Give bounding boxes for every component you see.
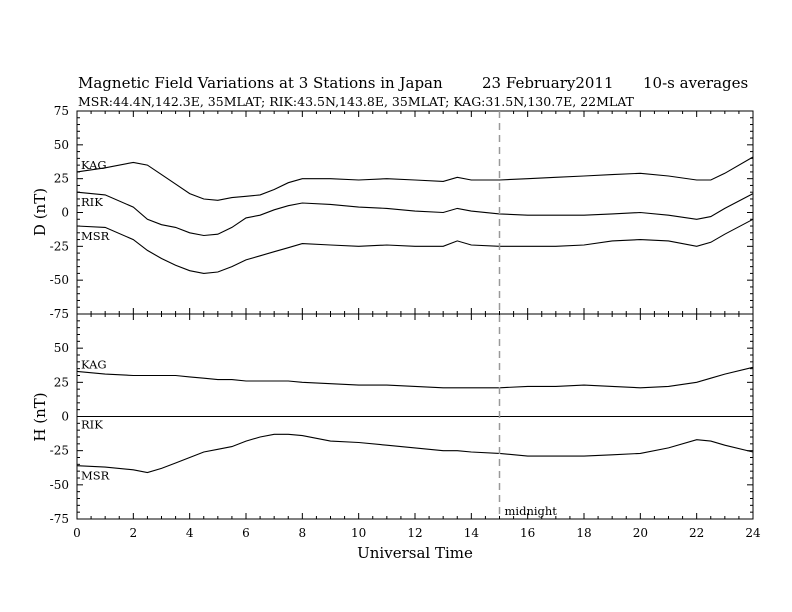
series-label-msr: MSR bbox=[81, 469, 110, 483]
x-tick-label: 4 bbox=[186, 526, 194, 540]
series-lines bbox=[76, 111, 754, 519]
y-tick-label: 75 bbox=[54, 104, 69, 118]
x-tick-label: 24 bbox=[745, 526, 761, 540]
x-axis-label: Universal Time bbox=[357, 544, 473, 562]
y-tick-label: -75 bbox=[50, 512, 69, 526]
x-tick-label: 20 bbox=[633, 526, 648, 540]
series-line-msr bbox=[76, 433, 754, 474]
tick-labels: -75 -50 -25 0 25 50 75 KAG RIK MSR -75 -50 -25 0 25 50 K… bbox=[50, 104, 761, 540]
y-tick-label: -50 bbox=[50, 273, 69, 287]
series-line-rik bbox=[76, 191, 754, 237]
midnight-label: midnight bbox=[505, 504, 558, 518]
y-tick-label: 50 bbox=[54, 138, 69, 152]
series-line-kag bbox=[76, 156, 754, 201]
y-tick-label: -25 bbox=[50, 444, 69, 458]
h-axis-label: H (nT) bbox=[31, 392, 49, 441]
y-tick-label: 50 bbox=[54, 341, 69, 355]
x-tick-label: 18 bbox=[576, 526, 591, 540]
y-tick-label: -25 bbox=[50, 239, 69, 253]
d-panel-frame bbox=[76, 110, 754, 315]
y-tick-label: 25 bbox=[54, 172, 69, 186]
x-tick-label: 6 bbox=[242, 526, 250, 540]
y-tick-label: 25 bbox=[54, 375, 69, 389]
chart-title: Magnetic Field Variations at 3 Stations … bbox=[78, 74, 443, 92]
y-tick-label: 0 bbox=[61, 206, 69, 220]
series-label-rik: RIK bbox=[81, 195, 103, 209]
series-line-kag bbox=[76, 366, 754, 389]
x-tick-label: 0 bbox=[73, 526, 81, 540]
x-tick-label: 8 bbox=[299, 526, 307, 540]
station-info: MSR:44.4N,142.3E, 35MLAT; RIK:43.5N,143.… bbox=[78, 94, 635, 109]
series-label-kag: KAG bbox=[81, 357, 107, 371]
x-tick-label: 22 bbox=[689, 526, 704, 540]
d-axis-label: D (nT) bbox=[31, 188, 49, 236]
series-line-msr bbox=[76, 218, 754, 274]
y-tick-label: -75 bbox=[50, 307, 69, 321]
x-tick-label: 10 bbox=[351, 526, 366, 540]
y-tick-label: 0 bbox=[61, 410, 69, 424]
axis-ticks bbox=[76, 110, 754, 520]
x-tick-label: 16 bbox=[520, 526, 535, 540]
x-tick-label: 12 bbox=[407, 526, 422, 540]
y-tick-label: -50 bbox=[50, 478, 69, 492]
x-tick-label: 14 bbox=[464, 526, 480, 540]
series-label-msr: MSR bbox=[81, 229, 110, 243]
chart-date: 23 February2011 bbox=[482, 74, 614, 92]
series-label-rik: RIK bbox=[81, 418, 103, 432]
x-tick-label: 2 bbox=[130, 526, 138, 540]
chart-average-note: 10-s averages bbox=[643, 74, 748, 92]
series-label-kag: KAG bbox=[81, 158, 107, 172]
